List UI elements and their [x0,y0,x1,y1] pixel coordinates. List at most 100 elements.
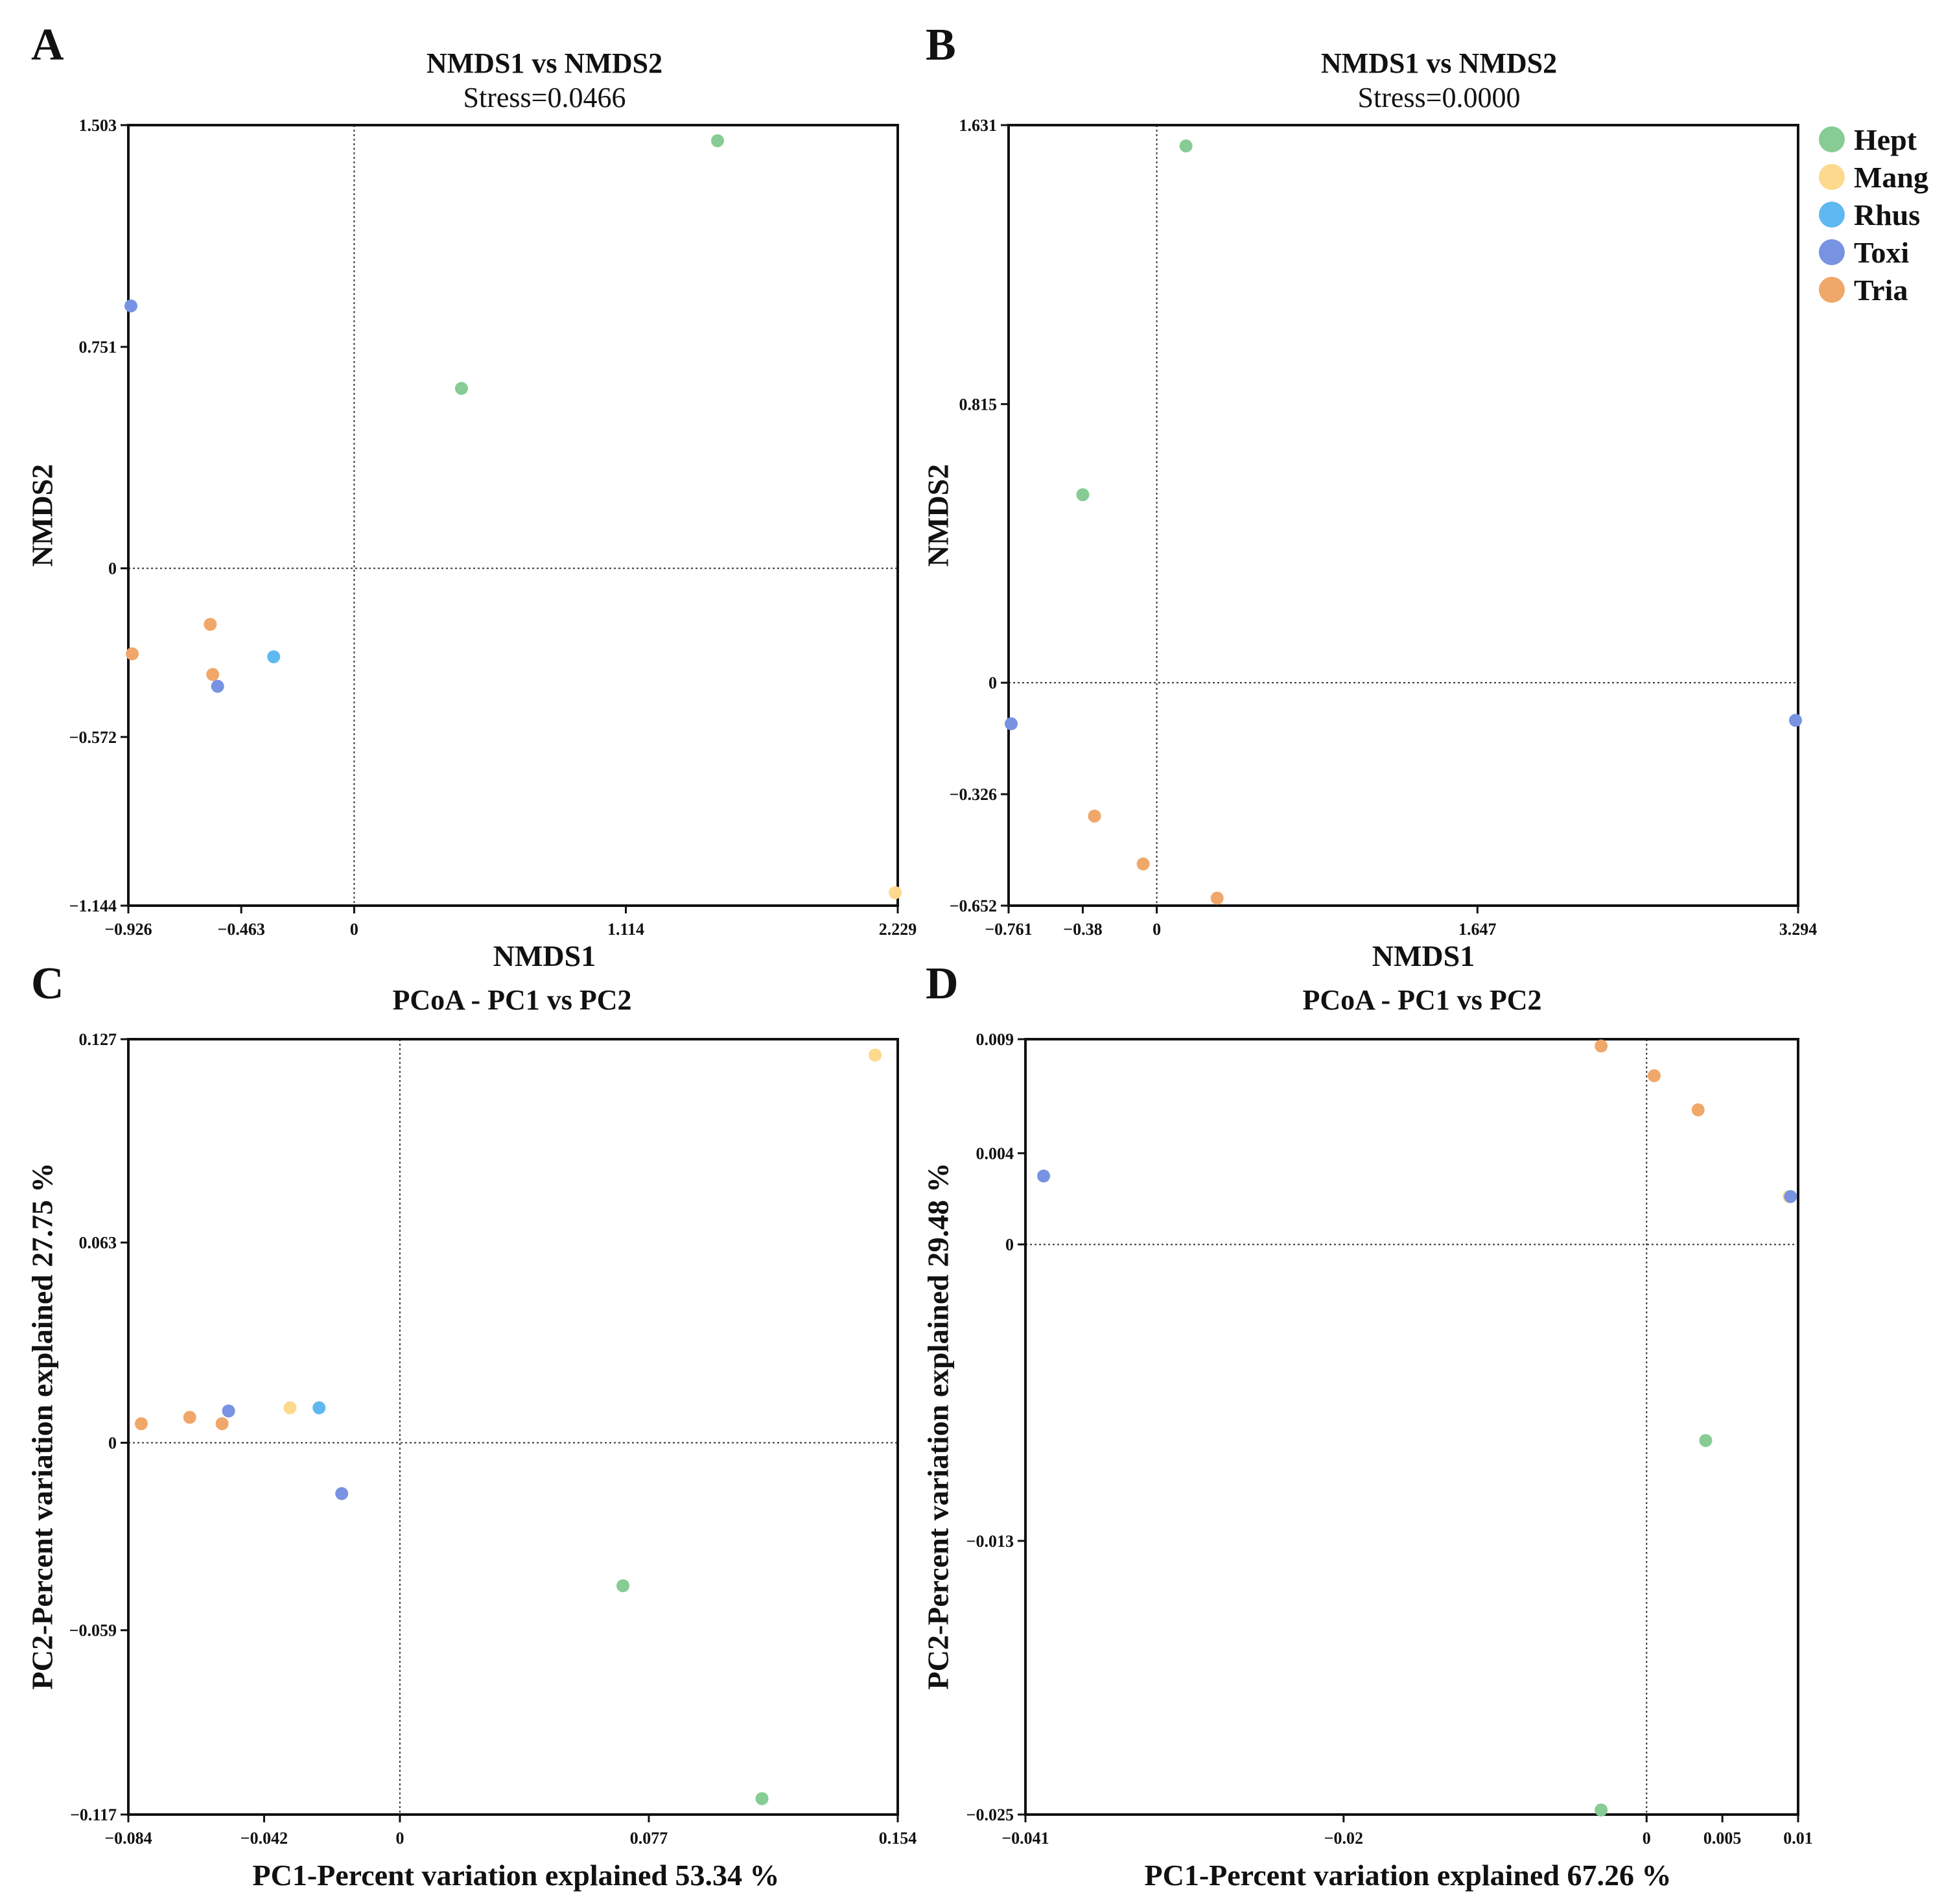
panel-label: B [926,20,956,70]
chart-subtitle: Stress=0.0000 [1358,82,1521,113]
data-point-toxi [222,1404,235,1418]
plot-frame [1007,124,1799,907]
data-point-hept [755,1792,769,1805]
y-tick-label: 0.751 [79,338,117,357]
x-tick-label: 0 [1643,1829,1651,1848]
panel-label: D [926,959,959,1009]
data-point-hept [1595,1803,1608,1816]
data-point-toxi [1784,1190,1797,1203]
legend-label-toxi: Toxi [1854,236,1909,269]
y-tick-label: −1.144 [69,897,117,915]
data-point-tria [204,618,217,631]
x-tick-label: 0.01 [1783,1829,1813,1848]
y-tick-label: −0.013 [966,1532,1014,1551]
data-point-tria [1691,1103,1705,1117]
data-point-toxi [1789,714,1802,727]
x-tick-label: −0.041 [1001,1829,1049,1848]
y-tick-label: −0.572 [69,728,117,747]
data-point-tria [183,1411,196,1424]
legend-label-mang: Mang [1854,161,1928,194]
chart-title: PCoA - PC1 vs PC2 [1302,984,1541,1016]
legend-swatch-rhus [1819,202,1845,228]
y-axis-label: NMDS2 [922,464,955,567]
data-point-hept [1076,488,1090,502]
y-tick-label: 1.503 [79,116,117,135]
chart-title: NMDS1 vs NMDS2 [1321,47,1557,79]
x-tick-label: 2.229 [879,920,917,939]
x-tick-label: 3.294 [1779,920,1818,939]
data-point-hept [454,382,468,395]
y-tick-label: 0 [108,1434,117,1453]
y-axis-label: PC2-Percent variation explained 27.75 % [26,1163,59,1690]
data-point-mang [283,1401,297,1415]
data-point-hept [1699,1434,1713,1448]
y-tick-label: 0.004 [976,1144,1014,1163]
data-point-toxi [1037,1169,1051,1183]
x-tick-label: −0.084 [104,1829,152,1848]
data-point-toxi [211,679,224,693]
y-axis-label: PC2-Percent variation explained 29.48 % [922,1163,955,1690]
panel-d: D PCoA - PC1 vs PC2 −0.041 −0.02 0 0.005 0.01 −… [922,959,1813,1892]
x-tick-label: 0.005 [1703,1829,1742,1848]
data-point-tria [1210,891,1224,905]
x-tick-label: −0.38 [1063,920,1102,939]
x-tick-label: −0.463 [218,920,265,939]
data-point-hept [1179,139,1193,153]
plot-frame [1024,1038,1799,1816]
x-axis-label: NMDS1 [493,939,596,972]
x-axis-label: PC1-Percent variation explained 67.26 % [1145,1859,1672,1892]
y-tick-label: 0 [1005,1236,1014,1254]
data-point-tria [1595,1039,1608,1053]
panel-label: A [31,20,64,70]
panel-c: C PCoA - PC1 vs PC2 −0.084 −0.042 0 0.077 0.15… [26,959,917,1892]
legend-label-hept: Hept [1854,123,1917,156]
data-point-tria [126,647,139,661]
x-axis-label: NMDS1 [1372,939,1475,972]
data-point-rhus [312,1401,326,1415]
x-tick-label: 0 [350,920,358,939]
x-tick-label: −0.02 [1324,1829,1363,1848]
data-point-mang [869,1048,882,1062]
y-tick-label: 0.063 [79,1234,117,1252]
y-tick-label: −0.326 [950,785,997,804]
legend-swatch-mang [1819,164,1845,190]
y-tick-label: 1.631 [959,116,998,135]
legend-swatch-tria [1819,277,1845,303]
x-tick-label: −0.042 [240,1829,288,1848]
plot-frame [127,1038,899,1816]
chart-title: NMDS1 vs NMDS2 [427,47,662,79]
y-tick-label: 0.009 [976,1030,1014,1049]
x-tick-label: 0.154 [879,1829,917,1848]
data-point-tria [134,1417,148,1431]
x-tick-label: 0.077 [630,1829,668,1848]
data-point-tria [1088,809,1101,823]
x-tick-label: 0 [1152,920,1161,939]
data-point-toxi [1005,717,1018,731]
data-point-mang [889,886,902,899]
x-tick-label: 1.114 [607,920,644,939]
x-tick-label: −0.926 [104,920,152,939]
data-point-tria [215,1417,229,1431]
legend-swatch-hept [1819,126,1845,152]
legend-swatch-toxi [1819,239,1845,265]
legend-label-rhus: Rhus [1854,198,1920,231]
data-point-tria [1136,857,1150,871]
chart-title: PCoA - PC1 vs PC2 [392,984,631,1016]
chart-subtitle: Stress=0.0466 [463,82,626,113]
data-point-tria [1647,1069,1661,1083]
legend-label-tria: Tria [1854,274,1908,307]
y-tick-label: −0.652 [950,897,997,915]
x-tick-label: 0 [395,1829,404,1848]
x-tick-label: 1.647 [1458,920,1497,939]
plot-frame [127,124,899,907]
data-point-hept [616,1579,630,1593]
panel-label: C [31,959,64,1009]
y-tick-label: −0.059 [69,1621,117,1640]
data-point-hept [710,134,724,148]
y-tick-label: −0.117 [70,1805,117,1824]
legend: Hept Mang Rhus Toxi Tria [1819,123,1928,307]
y-tick-label: 0 [108,559,117,578]
